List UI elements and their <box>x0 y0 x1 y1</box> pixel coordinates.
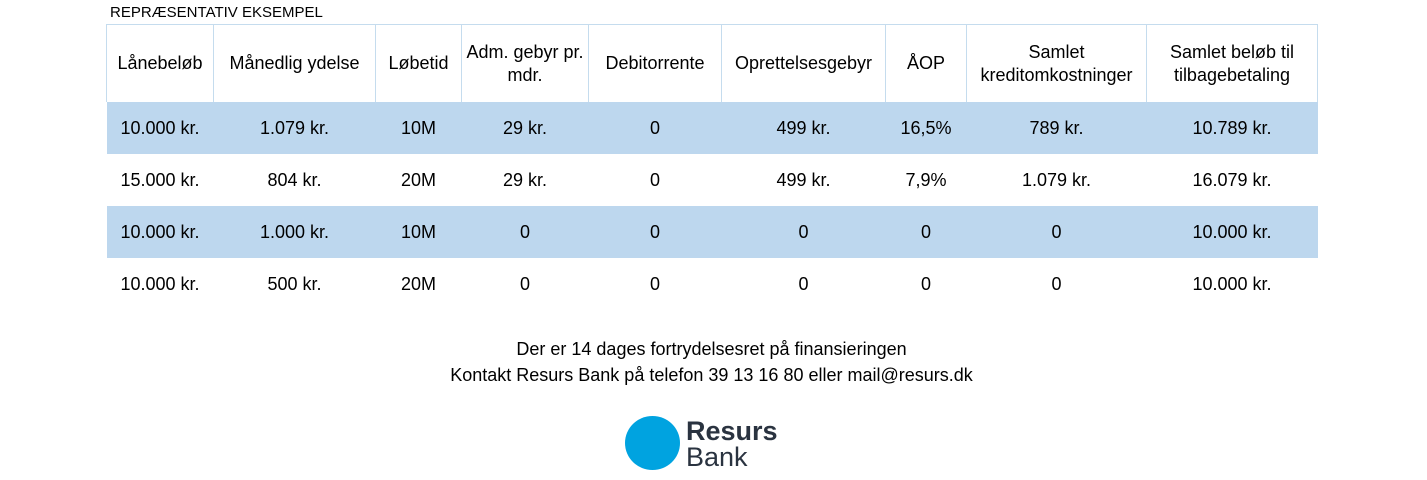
table-cell: 499 kr. <box>776 169 831 190</box>
table-cell: 0 <box>588 206 722 258</box>
table-row: 10.000 kr. 1.000 kr. 10M 0 0 0 0 0 10.000 kr. <box>106 206 1318 258</box>
table-cell: 0 <box>519 273 530 294</box>
table-cell: 804 kr. <box>267 169 322 190</box>
table-cell: 0 <box>461 206 589 258</box>
table-cell: 10.789 kr. <box>1146 102 1318 154</box>
table-cell: 10.000 kr. <box>106 206 214 258</box>
table-cell: 1.079 kr. <box>1021 169 1092 190</box>
loan-table: Lånebeløb Månedlig ydelse Løbetid Adm. geby… <box>106 24 1318 310</box>
table-cell: 0 <box>721 206 886 258</box>
table-cell: 0 <box>1051 273 1062 294</box>
header-row: Lånebeløb Månedlig ydelse Løbetid Adm. geby… <box>106 24 1318 102</box>
header-cell: Månedlig ydelse <box>213 24 376 102</box>
header-cell: Samlet kreditomkostninger <box>966 24 1147 102</box>
table-cell: 10.000 kr. <box>106 102 214 154</box>
table-cell: 10M <box>375 206 462 258</box>
table-row: 10.000 kr. 1.079 kr. 10M 29 kr. 0 499 kr. 16,5… <box>106 102 1318 154</box>
table-cell: 29 kr. <box>461 102 589 154</box>
header-cell: Lånebeløb <box>106 24 214 102</box>
footer-line: Kontakt Resurs Bank på telefon 39 13 16 … <box>450 365 973 385</box>
logo-text: Bank <box>686 442 748 472</box>
table-cell: 20M <box>400 273 436 294</box>
table-cell: 10.000 kr. <box>1146 206 1318 258</box>
table-cell: 499 kr. <box>721 102 886 154</box>
table-cell: 1.079 kr. <box>213 102 376 154</box>
table-cell: 7,9% <box>905 169 947 190</box>
table-cell: 789 kr. <box>966 102 1147 154</box>
header-cell: Debitorrente <box>588 24 722 102</box>
table-cell: 20M <box>400 169 436 190</box>
table-cell: 0 <box>798 273 809 294</box>
table-cell: 15.000 kr. <box>120 169 200 190</box>
table-cell: 29 kr. <box>502 169 548 190</box>
logo-mark <box>625 416 680 470</box>
table-cell: 0 <box>885 206 967 258</box>
header-cell: Oprettelsesgebyr <box>721 24 886 102</box>
table-cell: 10.000 kr. <box>120 273 200 294</box>
header-cell: Samlet beløb til tilbagebetaling <box>1146 24 1318 102</box>
table-cell: 0 <box>920 273 931 294</box>
table-cell: 1.000 kr. <box>213 206 376 258</box>
footer-line: Der er 14 dages fortrydelsesret på finan… <box>516 339 907 359</box>
table-cell: 0 <box>649 273 660 294</box>
table-cell: 0 <box>588 102 722 154</box>
header-cell: Adm. gebyr pr. mdr. <box>461 24 589 102</box>
header-cell: ÅOP <box>885 24 967 102</box>
table-row: 10.000 kr. 500 kr. 20M 0 0 0 0 0 10.000 kr. <box>107 258 1318 310</box>
table-cell: 16,5% <box>885 102 967 154</box>
table-cell: 16.079 kr. <box>1192 169 1272 190</box>
table-cell: 500 kr. <box>267 273 322 294</box>
table-cell: 0 <box>649 169 660 190</box>
table-cell: 10.000 kr. <box>1192 273 1272 294</box>
logo-text: Resurs <box>686 416 778 446</box>
table-cell: 10M <box>375 102 462 154</box>
table-cell: 0 <box>966 206 1147 258</box>
caption: REPRÆSENTATIV EKSEMPEL <box>110 4 323 21</box>
table-row: 15.000 kr. 804 kr. 20M 29 kr. 0 499 kr. 7,9% 1.… <box>107 154 1318 206</box>
header-cell: Løbetid <box>375 24 462 102</box>
